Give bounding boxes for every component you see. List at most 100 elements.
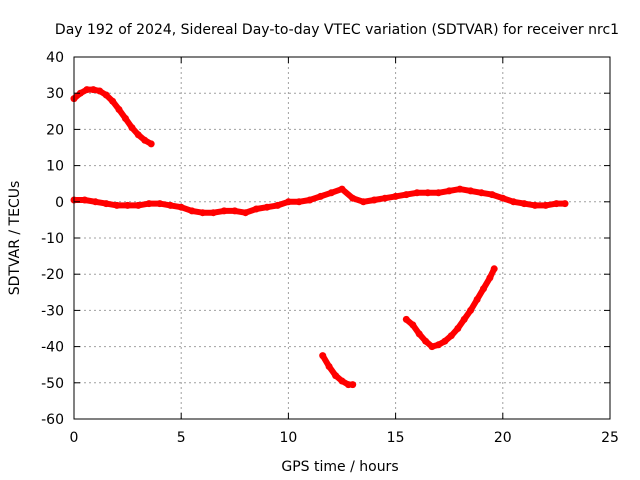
satellite-arc-v-point	[422, 337, 430, 345]
satellite-arc-low-point	[325, 363, 333, 370]
satellite-arc-main-point	[413, 189, 421, 197]
satellite-arc-main-point	[242, 209, 249, 217]
satellite-arc-main-point	[402, 191, 410, 199]
satellite-arc-main-point	[81, 196, 89, 204]
satellite-arc-main-point	[488, 191, 496, 199]
axis-ticks: 0 5 10 15 20 25 -60 -50 -40 -30 -20 -10 0 10 20 30 40	[41, 50, 619, 446]
satellite-arc-v-point	[454, 325, 462, 332]
satellite-arc-main-point	[499, 194, 507, 202]
satellite-arc-main-point	[552, 200, 560, 208]
y-tick-label: -50	[41, 376, 64, 392]
x-tick-label: 10	[279, 430, 297, 446]
y-tick-label: -20	[41, 267, 64, 283]
satellite-arc-main-point	[306, 196, 314, 204]
data-series-layer	[70, 86, 569, 389]
satellite-arc-high-point	[83, 86, 91, 94]
chart-title: Day 192 of 2024, Sidereal Day-to-day VTE…	[55, 22, 619, 38]
satellite-arc-main-point	[477, 189, 485, 197]
x-tick-label: 15	[387, 430, 405, 446]
satellite-arc-v-point	[402, 315, 410, 323]
grid-lines	[74, 57, 610, 419]
satellite-arc-low-point	[332, 372, 340, 380]
satellite-arc-main-point	[349, 194, 357, 202]
satellite-arc-low-line	[319, 352, 356, 388]
y-tick-label: 10	[46, 159, 64, 175]
satellite-arc-main-point	[167, 201, 174, 209]
satellite-arc-v-point	[490, 265, 498, 273]
satellite-arc-main-point	[124, 201, 132, 209]
satellite-arc-high-point	[109, 97, 117, 105]
satellite-arc-high-point	[128, 124, 136, 132]
satellite-arc-main-point	[295, 198, 303, 206]
satellite-arc-high-point	[96, 87, 104, 95]
satellite-arc-v-point	[409, 321, 417, 329]
satellite-arc-low-point	[349, 381, 357, 389]
y-tick-label: -30	[41, 303, 64, 319]
satellite-arc-high-point	[76, 89, 84, 97]
satellite-arc-main-point	[317, 192, 325, 200]
satellite-arc-high-point	[134, 131, 142, 139]
satellite-arc-high-point	[89, 86, 97, 94]
satellite-arc-v-point	[460, 315, 468, 323]
satellite-arc-high-point	[141, 136, 149, 144]
y-tick-label: -10	[41, 231, 64, 247]
satellite-arc-v-point	[441, 337, 449, 345]
satellite-arc-main-point	[370, 196, 378, 204]
satellite-arc-main-point	[134, 201, 142, 209]
y-tick-label: 30	[46, 86, 64, 102]
satellite-arc-main-point	[467, 187, 475, 195]
satellite-arc-main-point	[338, 185, 346, 193]
x-tick-label: 0	[70, 430, 79, 446]
satellite-arc-main-point	[231, 207, 239, 215]
satellite-arc-main-point	[91, 198, 99, 206]
satellite-arc-high-point	[102, 91, 110, 99]
satellite-arc-main-point	[113, 201, 121, 209]
satellite-arc-v-point	[467, 306, 475, 314]
satellite-arc-main-point	[199, 209, 207, 217]
satellite-arc-high-point	[147, 140, 155, 148]
satellite-arc-main-point	[542, 201, 550, 209]
satellite-arc-main-point	[561, 200, 569, 208]
satellite-arc-low-point	[319, 352, 327, 360]
satellite-arc-main-point	[435, 189, 442, 197]
satellite-arc-main-point	[209, 209, 217, 217]
satellite-arc-main-point	[284, 198, 292, 206]
satellite-arc-v-point	[428, 343, 436, 351]
y-tick-label: -60	[41, 412, 64, 428]
y-tick-label: 0	[55, 195, 64, 211]
satellite-arc-main-point	[274, 201, 282, 209]
y-tick-label: 40	[46, 50, 64, 66]
satellite-arc-main-point	[156, 200, 164, 208]
x-tick-label: 25	[601, 430, 619, 446]
satellite-arc-main-point	[177, 203, 185, 211]
satellite-arc-main-point	[392, 192, 400, 200]
x-axis-label: GPS time / hours	[281, 459, 398, 475]
satellite-arc-main-point	[531, 201, 539, 209]
satellite-arc-main-point	[359, 198, 367, 206]
satellite-arc-main-point	[381, 194, 389, 202]
satellite-arc-main-point	[520, 200, 528, 208]
satellite-arc-main-point	[445, 187, 453, 195]
satellite-arc-main-point	[263, 203, 271, 211]
satellite-arc-v-point	[486, 274, 494, 282]
x-tick-label: 20	[494, 430, 512, 446]
satellite-arc-main-point	[220, 207, 228, 215]
satellite-arc-v-point	[480, 285, 487, 293]
satellite-arc-main-point	[188, 207, 196, 215]
satellite-arc-main-point	[327, 189, 335, 197]
satellite-arc-main-point	[102, 200, 110, 208]
y-axis-label: SDTVAR / TECUs	[7, 181, 23, 296]
satellite-arc-v-point	[435, 341, 442, 349]
satellite-arc-main-point	[424, 189, 432, 197]
satellite-arc-main-point	[456, 185, 464, 193]
y-tick-label: 20	[46, 122, 64, 138]
y-tick-label: -40	[41, 340, 64, 356]
satellite-arc-v-point	[415, 330, 423, 338]
satellite-arc-low-point	[338, 377, 346, 385]
satellite-arc-v-point	[447, 332, 455, 340]
satellite-arc-high-point	[115, 106, 123, 113]
x-tick-label: 5	[177, 430, 186, 446]
satellite-arc-main-point	[145, 200, 153, 208]
satellite-arc-v-point	[473, 296, 481, 303]
